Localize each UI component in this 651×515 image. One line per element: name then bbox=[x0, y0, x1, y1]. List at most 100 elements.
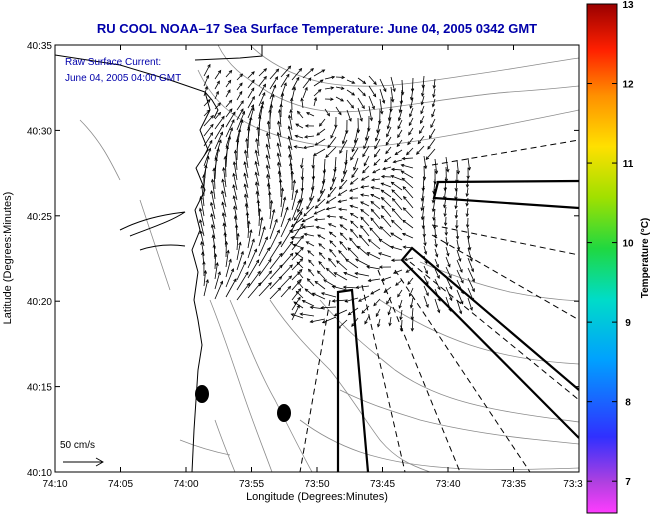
current-vector-head bbox=[232, 184, 236, 189]
current-vector bbox=[247, 71, 255, 79]
current-vector-head bbox=[274, 218, 278, 223]
current-vector bbox=[379, 78, 387, 92]
current-vector bbox=[345, 149, 348, 165]
current-vector-head bbox=[407, 281, 411, 285]
current-vector bbox=[306, 195, 315, 210]
colorbar-tick-label: 7 bbox=[625, 477, 631, 488]
current-vector-head bbox=[221, 201, 225, 206]
current-vector bbox=[214, 124, 224, 140]
current-vector bbox=[332, 166, 337, 182]
current-vector bbox=[258, 226, 266, 247]
current-vector bbox=[364, 315, 370, 324]
current-vector bbox=[291, 200, 301, 221]
current-vector-head bbox=[327, 144, 331, 149]
current-vector bbox=[280, 188, 283, 208]
current-vector bbox=[329, 231, 337, 238]
current-vector bbox=[244, 184, 249, 199]
current-vector-head bbox=[288, 275, 293, 280]
current-vector bbox=[433, 208, 436, 221]
current-vector-head bbox=[254, 149, 258, 154]
current-vector bbox=[455, 209, 458, 219]
current-vector bbox=[395, 279, 403, 286]
current-vector-head bbox=[360, 216, 364, 221]
current-vector-head bbox=[367, 278, 372, 283]
current-vector bbox=[225, 80, 232, 88]
current-vector-head bbox=[279, 252, 283, 257]
current-vector-head bbox=[232, 195, 236, 199]
current-vector-head bbox=[362, 92, 366, 97]
current-vector bbox=[225, 100, 233, 108]
map-layers bbox=[55, 45, 579, 472]
current-vector-head bbox=[330, 86, 335, 90]
current-vector bbox=[306, 112, 315, 117]
current-vector-head bbox=[434, 243, 438, 248]
current-vector-head bbox=[388, 322, 392, 327]
current-vector bbox=[350, 229, 359, 239]
current-vector-head bbox=[266, 120, 271, 125]
current-vector bbox=[247, 259, 260, 279]
current-vector-head bbox=[337, 199, 342, 203]
current-vector-head bbox=[399, 316, 403, 321]
current-vector-head bbox=[366, 265, 371, 269]
current-vector-head bbox=[395, 282, 399, 286]
current-vector-head bbox=[338, 216, 343, 220]
current-vector-head bbox=[397, 125, 401, 130]
current-vector-head bbox=[222, 222, 226, 227]
current-vector bbox=[467, 267, 475, 282]
current-vector-head bbox=[382, 167, 387, 171]
current-vector-head bbox=[217, 69, 222, 74]
current-vector-head bbox=[330, 134, 334, 139]
current-vector bbox=[402, 186, 414, 199]
current-vector bbox=[236, 139, 238, 161]
current-vector bbox=[306, 241, 315, 247]
current-vector bbox=[456, 299, 462, 314]
bathymetry-contour bbox=[249, 45, 579, 87]
current-vector bbox=[311, 175, 315, 191]
current-vector-head bbox=[233, 278, 237, 283]
current-vector bbox=[318, 261, 326, 270]
current-vector bbox=[307, 250, 315, 257]
current-vector bbox=[269, 253, 283, 270]
bathymetry-contour bbox=[179, 439, 231, 456]
current-vector bbox=[225, 89, 231, 98]
current-vector bbox=[346, 79, 355, 84]
current-vector bbox=[371, 209, 381, 220]
current-vector-head bbox=[431, 199, 436, 204]
current-vector bbox=[368, 105, 373, 121]
current-vector-head bbox=[320, 292, 325, 296]
current-vector bbox=[290, 227, 304, 233]
current-vector-head bbox=[233, 205, 237, 210]
current-vector bbox=[280, 197, 286, 218]
current-vector-head bbox=[318, 122, 323, 127]
current-vector-head bbox=[301, 218, 306, 223]
current-vector bbox=[336, 260, 348, 271]
current-vector bbox=[257, 200, 260, 217]
current-vector bbox=[203, 132, 213, 147]
current-vector-head bbox=[465, 224, 470, 229]
current-vector-head bbox=[221, 178, 225, 183]
current-vector bbox=[423, 285, 429, 296]
current-vector bbox=[332, 299, 348, 302]
current-vector-head bbox=[331, 299, 336, 303]
current-vector-head bbox=[465, 193, 469, 198]
current-vector-head bbox=[294, 252, 299, 256]
current-vector-head bbox=[421, 84, 425, 89]
current-vector bbox=[302, 225, 315, 228]
current-vector-head bbox=[307, 77, 312, 82]
current-vector-head bbox=[306, 112, 310, 116]
current-vector bbox=[322, 168, 326, 184]
current-vector-head bbox=[265, 164, 270, 169]
current-vector-head bbox=[216, 147, 220, 152]
current-vector bbox=[302, 68, 314, 79]
current-vector-head bbox=[328, 257, 332, 262]
current-vector bbox=[258, 282, 272, 297]
current-vector bbox=[421, 185, 425, 201]
current-vector bbox=[293, 301, 304, 309]
current-vector bbox=[374, 138, 381, 149]
current-vector bbox=[360, 201, 370, 207]
current-vector-head bbox=[367, 238, 372, 243]
y-tick-label: 40:20 bbox=[27, 297, 52, 308]
current-vector-head bbox=[249, 116, 253, 121]
current-vector bbox=[422, 175, 425, 191]
